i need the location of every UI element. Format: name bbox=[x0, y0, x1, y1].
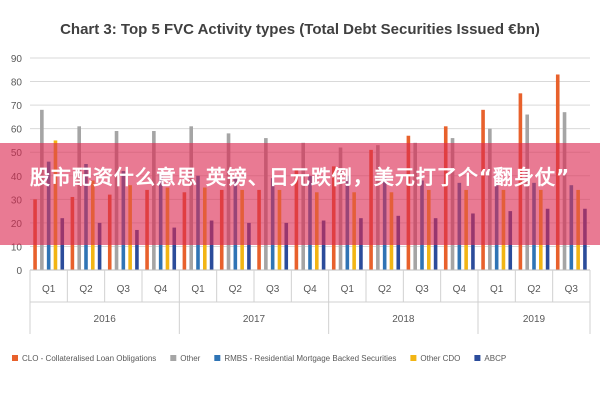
x-tick-label: Q1 bbox=[490, 284, 504, 295]
y-tick-label: 0 bbox=[16, 266, 22, 277]
bar-abcp bbox=[97, 222, 102, 270]
x-axis: Q1 Q2 Q3 Q4 Q1 Q2 Q3 Q4 Q1 Q2 Q3 Q4 Q1 Q2 Q3 2016 2017 20… bbox=[29, 269, 591, 334]
bar-abcp bbox=[321, 220, 326, 270]
legend-swatch bbox=[474, 355, 481, 361]
y-tick-label: 70 bbox=[11, 101, 23, 112]
x-tick-label: Q1 bbox=[42, 284, 56, 295]
x-tick-label: Q2 bbox=[79, 284, 93, 295]
x-tick-label: Q1 bbox=[341, 284, 355, 295]
legend-item: RMBS - Residential Mortgage Backed Secur… bbox=[214, 354, 396, 363]
bar-abcp bbox=[284, 222, 289, 270]
legend-label: CLO - Collateralised Loan Obligations bbox=[22, 354, 156, 363]
x-tick-label: Q1 bbox=[191, 284, 205, 295]
x-tick-label: Q4 bbox=[453, 284, 467, 295]
x-tick-label: Q3 bbox=[266, 284, 280, 295]
x-tick-label: Q3 bbox=[565, 284, 579, 295]
legend-item: Other bbox=[170, 354, 201, 363]
legend-label: RMBS - Residential Mortgage Backed Secur… bbox=[224, 354, 396, 363]
x-tick-label: Q2 bbox=[527, 284, 541, 295]
y-tick-label: 10 bbox=[11, 242, 23, 253]
x-group-label: 2017 bbox=[243, 314, 266, 325]
chart-title: Chart 3: Top 5 FVC Activity types (Total… bbox=[60, 21, 540, 38]
bar-abcp bbox=[135, 229, 139, 270]
x-tick-label: Q2 bbox=[229, 284, 243, 295]
legend-label: Other bbox=[180, 354, 200, 363]
overlay-banner-text: 股市配资什么意思 英镑、日元跌倒，美元打了个“翻身仗” bbox=[29, 165, 571, 189]
bar-abcp bbox=[247, 222, 251, 270]
y-tick-label: 60 bbox=[11, 125, 23, 136]
legend-item: CLO - Collateralised Loan Obligations bbox=[12, 354, 156, 363]
legend-swatch bbox=[12, 355, 18, 361]
legend-item: Other CDO bbox=[410, 354, 460, 363]
legend-label: ABCP bbox=[484, 354, 506, 363]
x-tick-label: Q3 bbox=[415, 284, 429, 295]
x-tick-label: Q4 bbox=[154, 284, 168, 295]
x-tick-label: Q3 bbox=[117, 284, 131, 295]
x-tick-label: Q2 bbox=[378, 284, 392, 295]
x-group-label: 2016 bbox=[94, 314, 117, 325]
x-tick-label: Q4 bbox=[303, 284, 317, 295]
legend: CLO - Collateralised Loan Obligations Oth… bbox=[12, 354, 506, 363]
legend-item: ABCP bbox=[474, 354, 506, 363]
legend-swatch bbox=[170, 355, 177, 361]
y-tick-label: 90 bbox=[11, 54, 23, 65]
x-group-label: 2018 bbox=[392, 314, 415, 325]
overlay-banner bbox=[0, 143, 600, 245]
bar-abcp bbox=[172, 227, 177, 270]
y-tick-label: 80 bbox=[11, 78, 23, 89]
bar-abcp bbox=[209, 220, 214, 270]
legend-swatch bbox=[214, 355, 221, 361]
legend-label: Other CDO bbox=[420, 354, 460, 363]
legend-swatch bbox=[410, 355, 417, 361]
x-group-label: 2019 bbox=[523, 314, 546, 325]
